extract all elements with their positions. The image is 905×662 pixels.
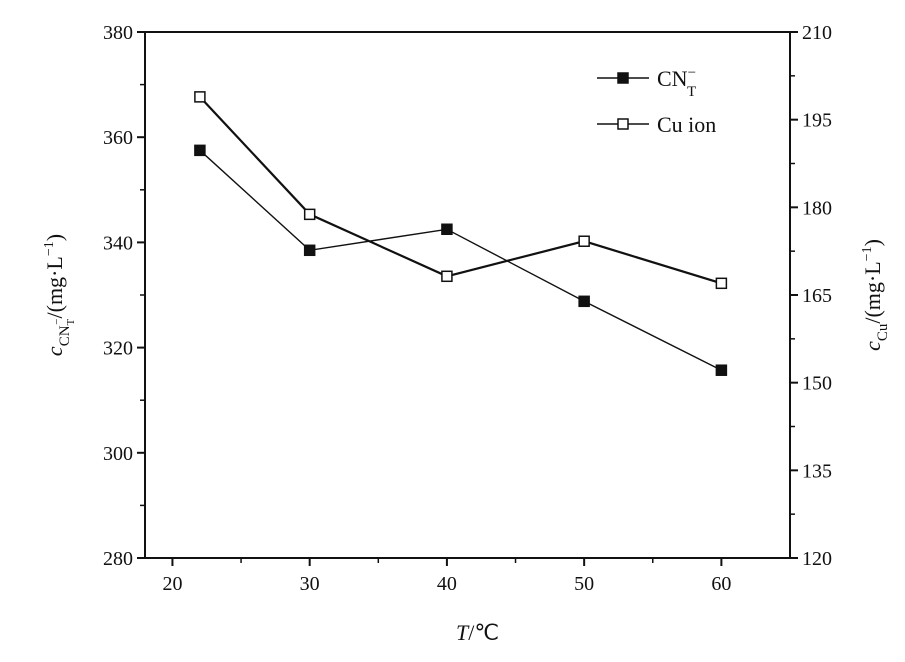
data-point [303, 208, 316, 221]
data-point [441, 270, 453, 283]
data-point [715, 277, 728, 290]
data-point [303, 244, 316, 257]
y-right-axis-title: cCu/(mg·L−1) [860, 239, 891, 351]
x-tick-label: 60 [711, 573, 731, 595]
x-axis-title: T/℃ [456, 620, 499, 645]
series-line [199, 96, 722, 285]
series-1 [194, 91, 728, 290]
y-left-axis-title: cCNT−/(mg·L−1) [42, 234, 77, 356]
y-right-tick-label: 165 [802, 285, 832, 307]
legend-label: Cu ion [657, 112, 716, 137]
series-0 [194, 144, 728, 376]
plot-frame [144, 31, 791, 559]
legend-marker [617, 118, 629, 130]
y-left-tick-label: 280 [103, 548, 133, 570]
data-point [715, 364, 728, 376]
data-point [578, 235, 590, 247]
data-point [194, 144, 206, 157]
data-point [441, 223, 453, 235]
data-point [578, 295, 590, 308]
series-layer [194, 91, 728, 376]
y-left-tick-label: 300 [103, 443, 133, 465]
y-left-tick-label: 320 [103, 338, 133, 360]
x-tick-label: 50 [574, 573, 594, 595]
data-point [194, 91, 206, 103]
legend: CN− T Cu ion [597, 65, 716, 137]
y-right-tick-label: 135 [802, 460, 832, 482]
y-left-tick-label: 340 [103, 232, 133, 254]
x-tick-label: 20 [162, 573, 182, 595]
y-right-tick-label: 195 [802, 110, 832, 132]
y-right-tick-label: 120 [802, 548, 832, 570]
y-left-tick-label: 380 [103, 22, 133, 44]
y-right-tick-label: 210 [802, 22, 832, 44]
x-tick-label: 30 [300, 573, 320, 595]
y-left-tick-label: 360 [103, 127, 133, 149]
y-right-tick-label: 180 [802, 197, 832, 219]
y-right-tick-label: 150 [802, 373, 832, 395]
axes [144, 31, 791, 559]
x-tick-label: 40 [437, 573, 457, 595]
legend-marker [617, 72, 629, 84]
ticks: 20 30 40 50 60 280 300 320 340 360 380 120 135 150 165… [103, 22, 832, 595]
axis-titles: T/℃ cCNT−/(mg·L−1) cCu/(mg·L−1) [42, 234, 891, 645]
legend-label: CN− T [657, 65, 696, 100]
